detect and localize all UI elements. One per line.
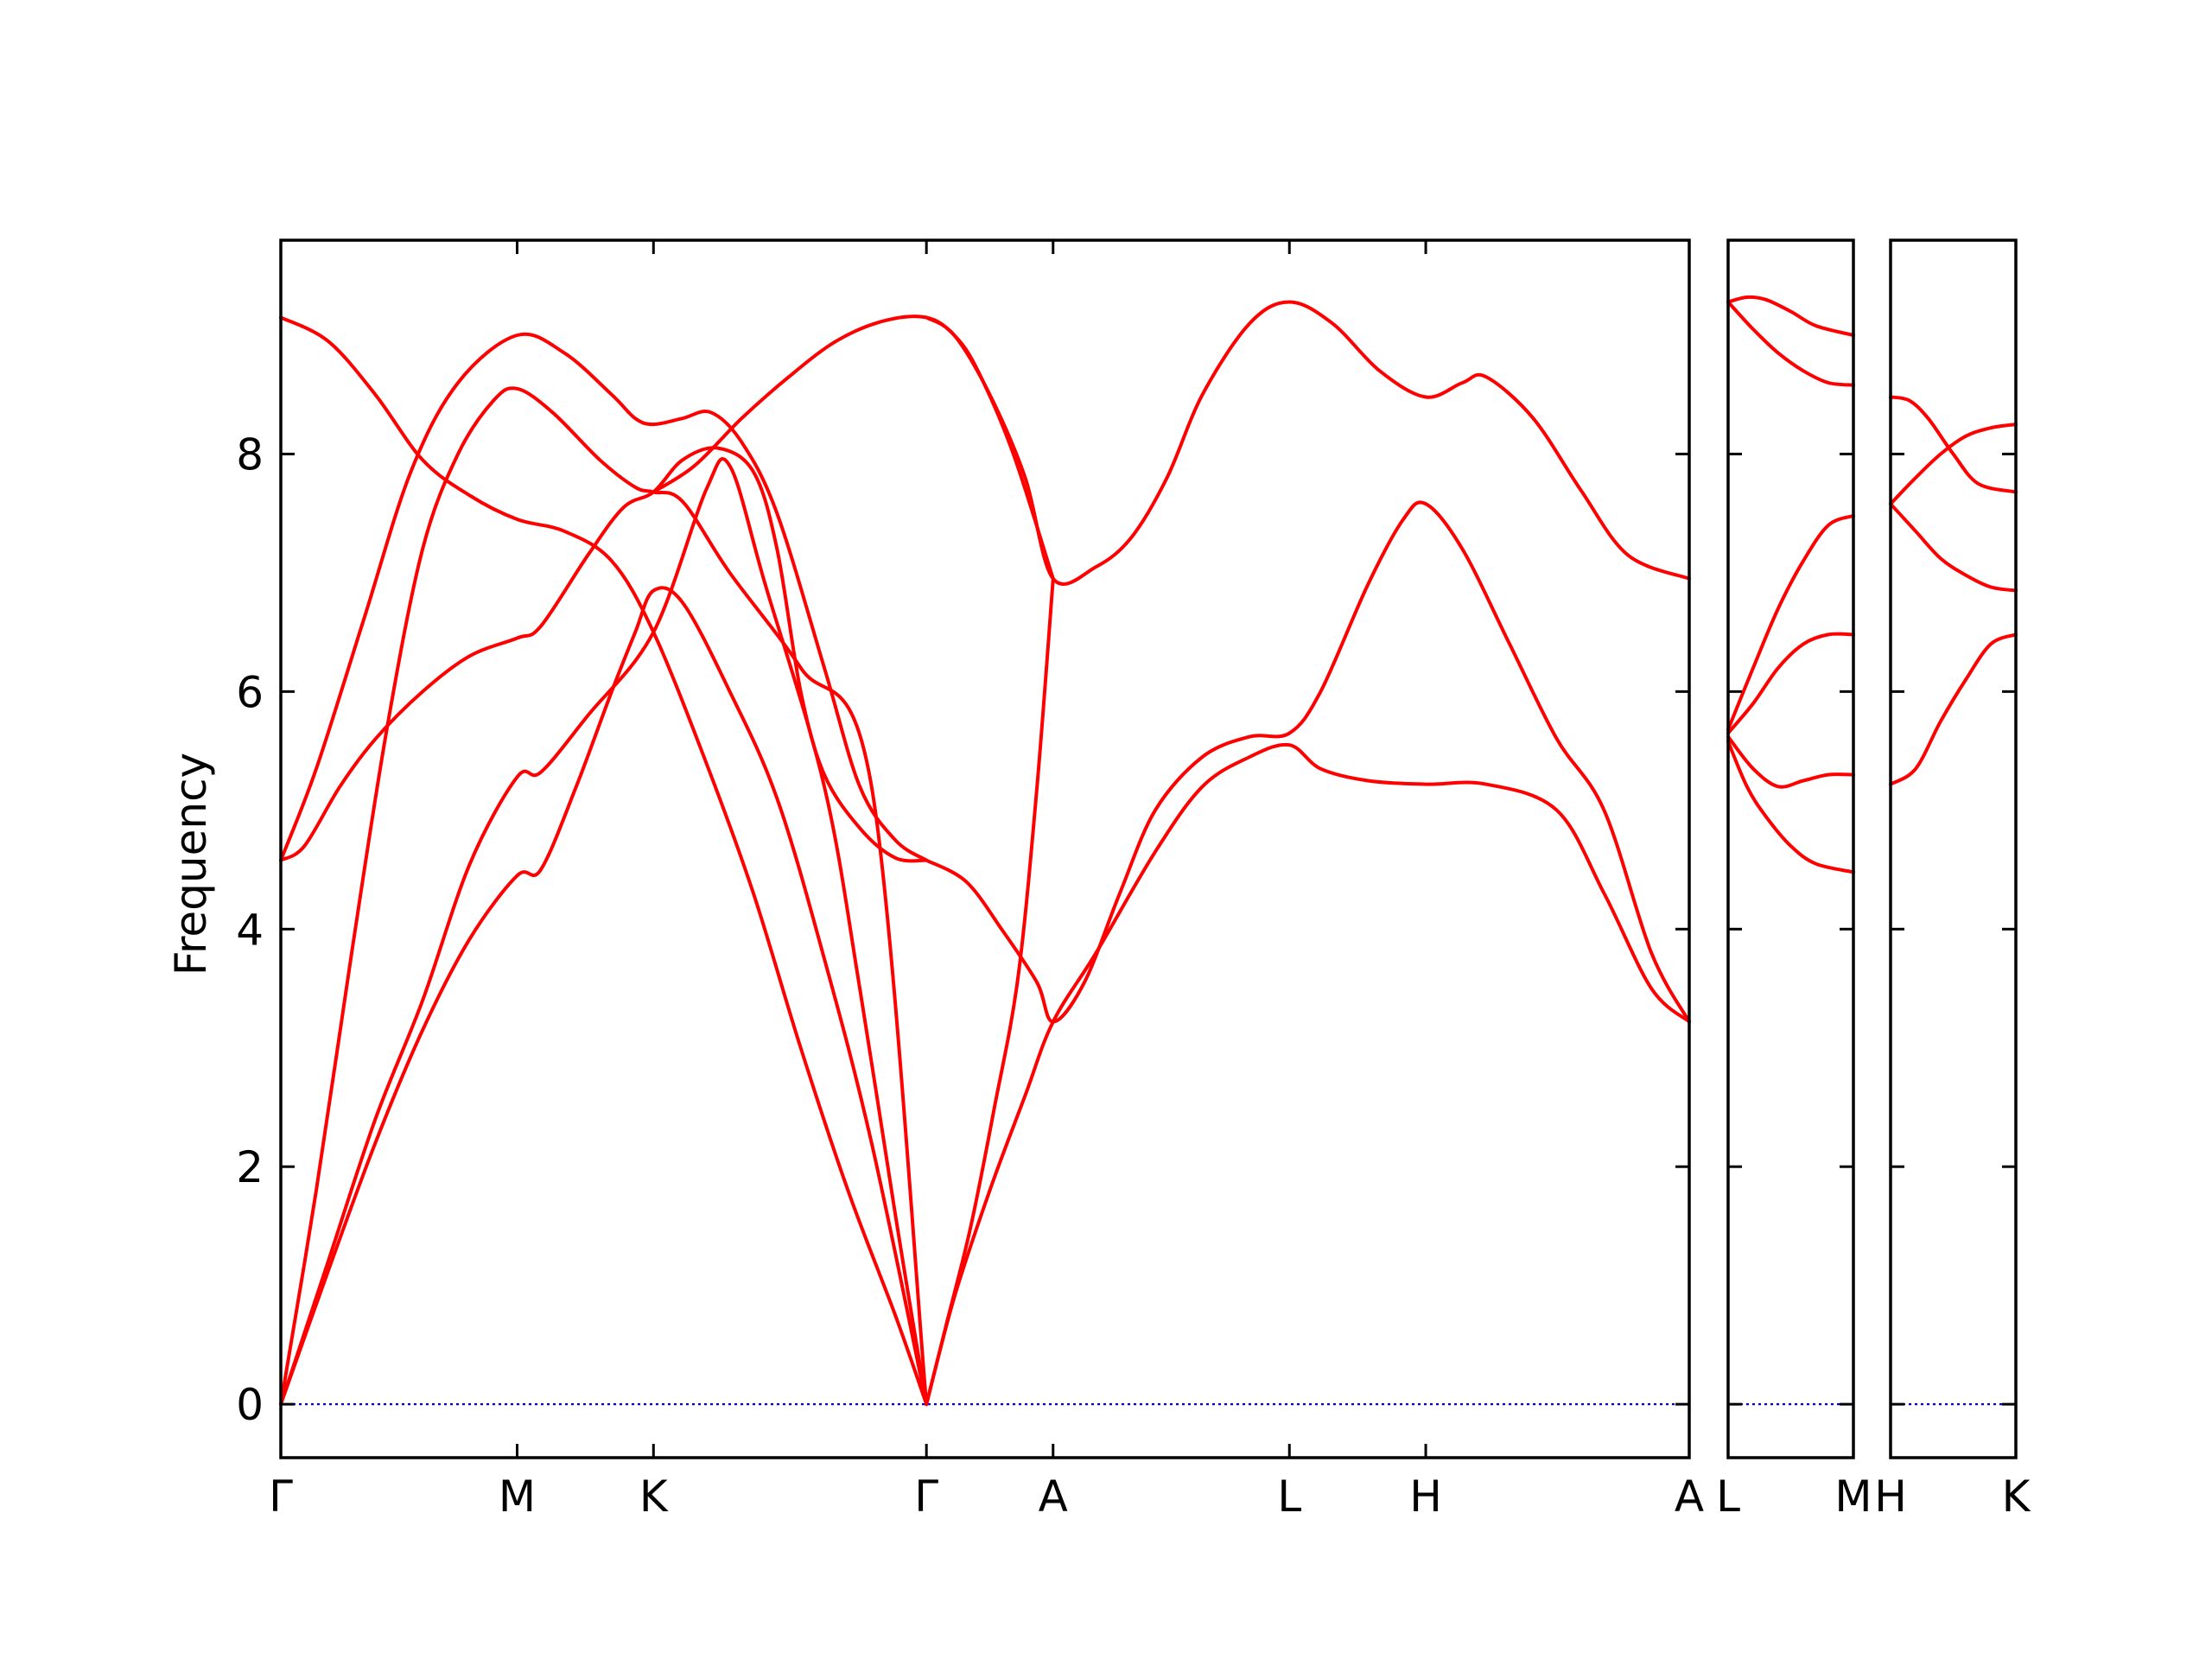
band-line-H-K-2: [1889, 423, 2018, 506]
axis-frame: [279, 238, 1691, 1459]
band-line-H-K-0: [1889, 632, 2018, 786]
x-tick-label: H: [1409, 1471, 1442, 1522]
x-tick-label: L: [1277, 1471, 1301, 1522]
band-line-main-3: [279, 446, 929, 863]
band-line-H-K-1: [1889, 502, 2018, 593]
x-tick-label: Γ: [269, 1471, 293, 1522]
y-tick-label: 6: [236, 667, 264, 717]
band-line-H-K-3: [1889, 395, 2018, 494]
band-line-main-5: [279, 315, 929, 1407]
x-tick-label: A: [1039, 1471, 1068, 1522]
x-tick-label: M: [1834, 1471, 1872, 1522]
band-line-main-2: [279, 386, 929, 1407]
band-line-main-8: [925, 300, 1691, 586]
band-line-L-M-5: [1726, 295, 1855, 337]
band-line-main-6: [925, 742, 1691, 1407]
panel-main: Γ M K Γ A L H A 0 2 4 6 8: [236, 238, 1704, 1522]
y-tick-label: 8: [236, 429, 264, 480]
band-line-main-0: [279, 586, 929, 1407]
band-line-main-4: [279, 332, 929, 862]
x-tick-label: K: [639, 1471, 669, 1522]
band-line-L-M-4: [1726, 300, 1855, 387]
axis-frame: [1726, 238, 1855, 1459]
x-tick-label: M: [499, 1471, 536, 1522]
y-axis-label: Frequency: [166, 753, 216, 976]
band-line-L-M-0: [1726, 740, 1855, 874]
y-tick-label: 0: [236, 1380, 264, 1430]
band-line-L-M-3: [1726, 513, 1855, 732]
x-tick-label: H: [1874, 1471, 1907, 1522]
band-line-main-1: [279, 457, 929, 1407]
x-tick-label: L: [1716, 1471, 1740, 1522]
x-tick-label: K: [2002, 1471, 2031, 1522]
band-line-main-7: [925, 500, 1691, 1024]
y-tick-label: 2: [236, 1142, 264, 1192]
band-line-main-10: [925, 576, 1055, 1407]
y-tick-label: 4: [236, 905, 264, 955]
x-tick-label: Γ: [914, 1471, 938, 1522]
axis-frame: [1889, 238, 2018, 1459]
x-tick-label: A: [1675, 1471, 1704, 1522]
band-line-L-M-2: [1726, 632, 1855, 735]
band-line-main-9: [652, 315, 1055, 581]
band-line-L-M-1: [1726, 734, 1855, 789]
